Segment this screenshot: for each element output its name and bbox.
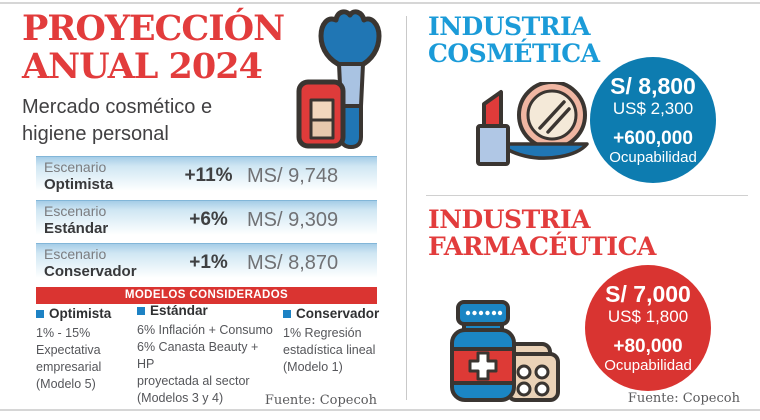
cosmetics-title-line1: INDUSTRIA xyxy=(428,12,591,41)
model-name: Optimista xyxy=(49,306,112,321)
pharma-title-line1: INDUSTRIA xyxy=(428,205,591,234)
scenario-label: Escenario Optimista xyxy=(44,159,113,193)
model-text-line: 1% - 15% xyxy=(36,326,91,340)
source-credit-left: Fuente: Copecoh xyxy=(264,393,377,408)
right-panel-divider xyxy=(426,195,748,196)
model-text-line: (Modelo 5) xyxy=(36,377,96,391)
page-title-line1: PROYECCIÓN xyxy=(22,8,285,49)
model-text-line: 1% Regresión xyxy=(283,326,362,340)
model-text-line: estadística lineal xyxy=(283,343,376,357)
model-column-estandar: Estándar 6% Inflación + Consumo 6% Canas… xyxy=(137,302,277,407)
makeup-brush-and-palette-icon xyxy=(296,9,382,149)
vertical-divider xyxy=(406,16,407,400)
page-subtitle: Mercado cosmético e higiene personal xyxy=(22,94,212,148)
cosmetics-soles-value: S/ 8,800 xyxy=(610,72,696,99)
scenario-row-conservador: Escenario Conservador +1% MS/ 8,870 xyxy=(36,243,377,282)
scenario-value: MS/ 9,748 xyxy=(247,165,339,187)
model-text-line: Expectativa xyxy=(36,343,101,357)
square-bullet-icon xyxy=(137,306,145,315)
model-text-line: (Modelo 1) xyxy=(283,360,343,374)
cosmetics-section-title: INDUSTRIA COSMÉTICA xyxy=(428,13,600,67)
models-banner: MODELOS CONSIDERADOS xyxy=(36,287,377,304)
scenario-row-estandar: Escenario Estándar +6% MS/ 9,309 xyxy=(36,200,377,239)
pharma-soles-value: S/ 7,000 xyxy=(605,280,691,307)
model-name: Conservador xyxy=(296,306,380,321)
model-text-line: 6% Inflación + Consumo xyxy=(137,323,273,337)
scenario-label-top: Escenario xyxy=(44,246,107,262)
scenario-percent: +1% xyxy=(189,252,228,273)
scenario-label-top: Escenario xyxy=(44,203,107,219)
scenario-label-bottom: Conservador xyxy=(44,263,137,280)
lipstick-and-compact-mirror-icon xyxy=(476,82,589,166)
square-bullet-icon xyxy=(283,309,291,318)
top-border-line xyxy=(0,2,760,4)
model-name: Estándar xyxy=(150,303,208,318)
pharma-section-title: INDUSTRIA FARMACÉUTICA xyxy=(428,206,656,260)
scenario-label: Escenario Estándar xyxy=(44,203,108,237)
page-title: PROYECCIÓN ANUAL 2024 xyxy=(22,8,285,87)
model-column-header: Optimista xyxy=(36,305,136,322)
scenario-label-bottom: Optimista xyxy=(44,176,114,193)
pharma-jobs-value: +80,000 xyxy=(613,335,683,357)
square-bullet-icon xyxy=(36,309,44,318)
page-subtitle-line1: Mercado cosmético e xyxy=(22,96,213,118)
model-column-optimista: Optimista 1% - 15% Expectativa empresari… xyxy=(36,305,136,393)
pharma-title-line2: FARMACÉUTICA xyxy=(428,232,656,261)
pharma-jobs-label: Ocupabilidad xyxy=(604,356,692,374)
scenario-value: MS/ 8,870 xyxy=(247,252,339,274)
scenario-row-optimista: Escenario Optimista +11% MS/ 9,748 xyxy=(36,156,377,195)
model-text-line: (Modelos 3 y 4) xyxy=(137,391,224,405)
model-column-header: Estándar xyxy=(137,302,277,319)
cosmetics-jobs-label: Ocupabilidad xyxy=(609,148,697,166)
cosmetics-jobs-value: +600,000 xyxy=(613,127,693,149)
cosmetics-dollars-value: US$ 2,300 xyxy=(612,98,694,118)
scenario-percent: +6% xyxy=(189,209,228,230)
pharma-dollars-value: US$ 1,800 xyxy=(607,306,689,326)
scenario-label-bottom: Estándar xyxy=(44,220,109,237)
page-subtitle-line2: higiene personal xyxy=(22,123,169,145)
medicine-bottle-and-pills-icon xyxy=(450,300,560,402)
scenario-value: MS/ 9,309 xyxy=(247,209,339,231)
source-credit-right: Fuente: Copecoh xyxy=(627,391,740,406)
model-column-header: Conservador xyxy=(283,305,381,322)
bottom-border-line xyxy=(0,409,760,411)
model-column-conservador: Conservador 1% Regresión estadística lin… xyxy=(283,305,381,376)
cosmetics-stats-badge: S/ 8,800 US$ 2,300 +600,000 Ocupabilidad xyxy=(590,57,716,183)
scenario-percent: +11% xyxy=(184,165,233,186)
model-text-line: empresarial xyxy=(36,360,102,374)
pharma-stats-badge: S/ 7,000 US$ 1,800 +80,000 Ocupabilidad xyxy=(585,265,711,391)
model-text-line: proyectada al sector xyxy=(137,374,250,388)
scenario-label-top: Escenario xyxy=(44,159,107,175)
cosmetics-title-line2: COSMÉTICA xyxy=(428,39,600,68)
scenario-label: Escenario Conservador xyxy=(44,246,137,280)
page-title-line2: ANUAL 2024 xyxy=(22,46,263,87)
model-text-line: 6% Canasta Beauty + HP xyxy=(137,340,259,371)
